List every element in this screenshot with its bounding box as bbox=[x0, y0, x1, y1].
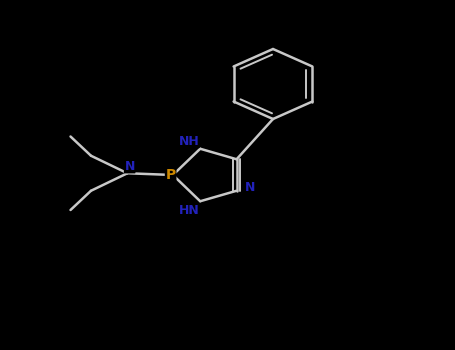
Text: N: N bbox=[245, 181, 255, 194]
Text: P: P bbox=[166, 168, 176, 182]
Text: HN: HN bbox=[178, 203, 199, 217]
Text: NH: NH bbox=[178, 134, 199, 148]
Text: N: N bbox=[125, 160, 135, 173]
